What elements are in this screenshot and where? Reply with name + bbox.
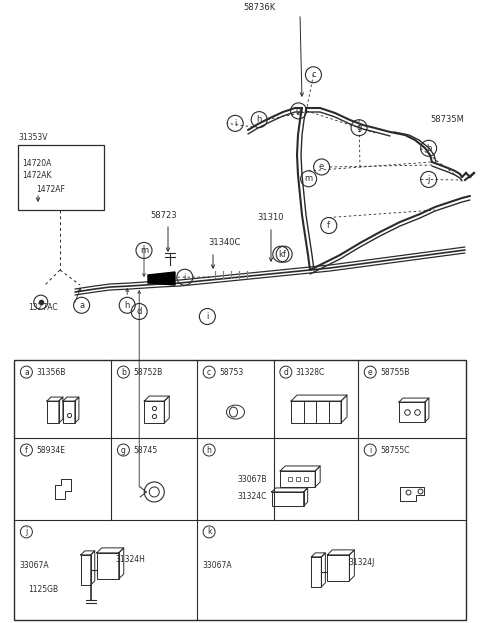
Text: 31340C: 31340C <box>208 238 240 247</box>
Text: i: i <box>206 312 208 321</box>
Text: 1472AK: 1472AK <box>22 171 51 180</box>
Text: h: h <box>207 445 212 455</box>
Text: g: g <box>296 107 301 115</box>
Text: 58735M: 58735M <box>430 115 464 124</box>
Text: 1125GB: 1125GB <box>28 585 59 594</box>
Text: i: i <box>234 119 236 128</box>
Bar <box>272 492 304 506</box>
Text: 58752B: 58752B <box>133 368 163 376</box>
Text: 58753: 58753 <box>219 368 243 376</box>
Text: e: e <box>319 163 324 171</box>
Text: m: m <box>305 174 312 183</box>
Text: f: f <box>327 221 330 230</box>
Text: 1327AC: 1327AC <box>28 303 58 312</box>
Text: i: i <box>184 273 186 282</box>
Text: e: e <box>368 368 372 376</box>
Text: 31324C: 31324C <box>238 492 267 501</box>
Text: 58723: 58723 <box>151 211 177 220</box>
Text: a: a <box>79 301 84 310</box>
Text: 31310: 31310 <box>258 213 284 222</box>
Text: d: d <box>136 307 142 316</box>
Bar <box>47 401 59 423</box>
Bar <box>327 555 349 581</box>
Text: j: j <box>25 527 27 536</box>
Text: 31356B: 31356B <box>36 368 66 376</box>
Bar <box>18 145 104 210</box>
Bar <box>399 402 425 422</box>
Text: j: j <box>428 175 430 184</box>
Text: 31324J: 31324J <box>348 558 375 567</box>
Text: f: f <box>25 445 28 455</box>
Text: 58745: 58745 <box>133 445 157 455</box>
Text: b: b <box>426 144 432 153</box>
Bar <box>280 471 315 487</box>
Bar <box>144 401 164 423</box>
Text: 1472AF: 1472AF <box>36 185 65 194</box>
Text: f: f <box>283 250 286 259</box>
Text: 58934E: 58934E <box>36 445 65 455</box>
Bar <box>97 553 119 579</box>
Text: c: c <box>207 368 211 376</box>
Text: h: h <box>124 301 130 310</box>
Bar <box>63 401 75 423</box>
Text: h: h <box>256 115 262 124</box>
Text: 33067B: 33067B <box>238 475 267 484</box>
Text: 58755B: 58755B <box>380 368 409 376</box>
Text: 31353V: 31353V <box>18 133 48 142</box>
Text: i: i <box>369 445 372 455</box>
Bar <box>14 360 466 620</box>
Text: 58736K: 58736K <box>244 3 276 12</box>
Text: g: g <box>356 123 362 132</box>
Text: 58755C: 58755C <box>380 445 410 455</box>
Text: m: m <box>140 246 148 255</box>
Text: 33067A: 33067A <box>202 561 232 570</box>
Text: 31324H: 31324H <box>116 555 145 564</box>
Text: 33067A: 33067A <box>19 561 49 570</box>
Text: k: k <box>278 250 283 259</box>
Bar <box>291 401 341 423</box>
Text: b: b <box>121 368 126 376</box>
Text: a: a <box>24 368 29 376</box>
Text: d: d <box>283 368 288 376</box>
Polygon shape <box>148 272 175 285</box>
Text: k: k <box>207 527 211 536</box>
Text: 31328C: 31328C <box>296 368 325 376</box>
Bar <box>81 555 91 585</box>
Bar <box>312 557 322 587</box>
Text: 14720A: 14720A <box>22 159 51 168</box>
Text: c: c <box>311 70 316 79</box>
Text: g: g <box>121 445 126 455</box>
